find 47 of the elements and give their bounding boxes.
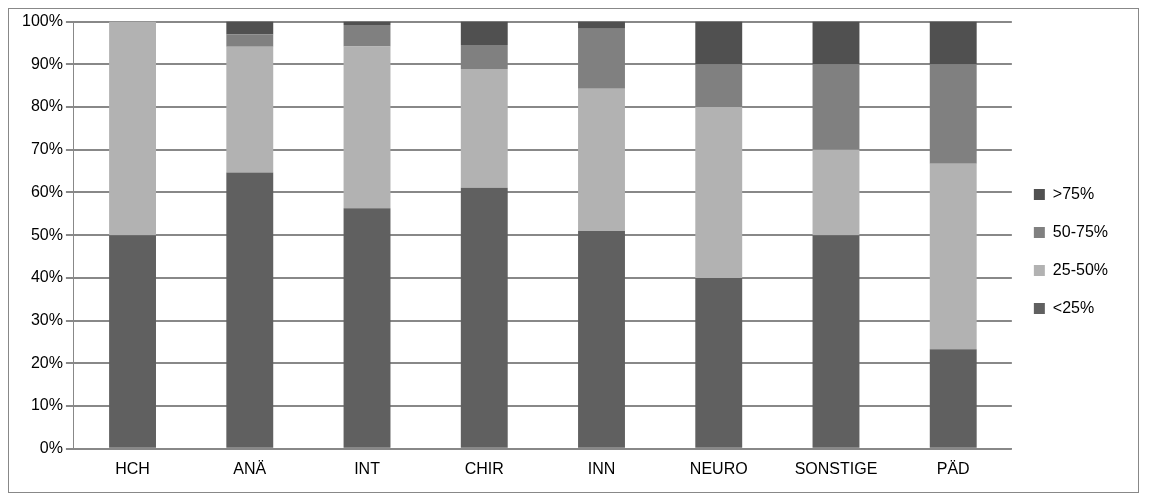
- bar: [578, 88, 625, 231]
- y-tick-label: 90%: [30, 54, 63, 72]
- bar: [109, 21, 156, 236]
- y-tick-label: 20%: [30, 353, 63, 371]
- bar: [226, 34, 274, 47]
- x-tick-label: INN: [587, 459, 616, 477]
- legend-label: 50-75%: [1052, 222, 1109, 240]
- y-tick-label: 100%: [22, 12, 63, 30]
- bar: [812, 149, 860, 236]
- bar: [460, 187, 508, 448]
- bar: [695, 21, 743, 65]
- bar: [226, 21, 274, 35]
- bar: [460, 69, 508, 188]
- y-tick-label: 0%: [39, 439, 63, 457]
- legend-label: <25%: [1052, 298, 1095, 316]
- x-tick-label: INT: [354, 459, 381, 477]
- y-tick-label: 80%: [30, 97, 63, 115]
- x-tick-label: PÄD: [936, 459, 970, 477]
- x-tick-label: SONSTIGE: [794, 459, 878, 477]
- x-tick-label: ANÄ: [233, 459, 267, 477]
- y-tick-label: 10%: [30, 396, 63, 414]
- bar: [929, 163, 977, 350]
- y-tick-label: 70%: [30, 140, 63, 158]
- bar: [812, 21, 860, 65]
- bar: [343, 46, 391, 209]
- x-tick-label: HCH: [115, 459, 150, 477]
- bar: [226, 172, 274, 448]
- bar: [578, 21, 625, 29]
- bar: [578, 230, 625, 448]
- x-tick-label: NEURO: [689, 459, 748, 477]
- bar: [695, 107, 743, 278]
- y-tick-label: 30%: [30, 311, 63, 329]
- y-tick-label: 50%: [30, 225, 63, 243]
- legend-label: >75%: [1052, 184, 1095, 202]
- bar: [812, 235, 860, 448]
- legend-label: 25-50%: [1052, 260, 1109, 278]
- bar: [460, 21, 508, 46]
- bar: [929, 21, 977, 65]
- bar: [226, 46, 274, 173]
- bar: [929, 349, 977, 448]
- y-tick-label: 60%: [30, 182, 63, 200]
- y-tick-label: 40%: [30, 268, 63, 286]
- x-tick-label: CHIR: [464, 459, 504, 477]
- bar: [109, 235, 156, 448]
- bar: [695, 277, 743, 448]
- bar: [343, 208, 391, 448]
- bar: [343, 25, 391, 47]
